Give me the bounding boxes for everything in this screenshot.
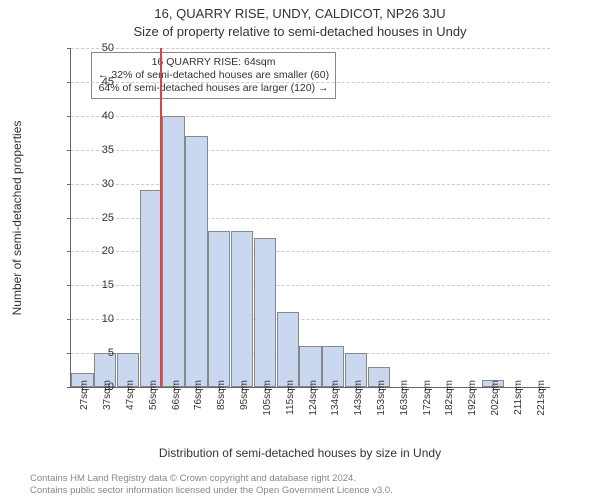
y-tick-mark	[67, 285, 71, 286]
x-tick-label: 211sqm	[513, 380, 524, 415]
x-tick-label: 56sqm	[148, 380, 159, 410]
x-tick-label: 66sqm	[171, 380, 182, 410]
y-tick-label: 45	[84, 76, 114, 88]
x-tick-label: 115sqm	[285, 380, 296, 415]
y-tick-label: 50	[84, 42, 114, 54]
x-tick-label: 143sqm	[353, 380, 364, 416]
x-tick-label: 153sqm	[376, 380, 387, 416]
gridline	[71, 150, 550, 151]
annot-line1: 16 QUARRY RISE: 64sqm	[98, 56, 329, 69]
x-tick-label: 124sqm	[308, 380, 319, 416]
histogram-bar	[162, 116, 184, 387]
x-tick-label: 182sqm	[444, 380, 455, 416]
gridline	[71, 82, 550, 83]
footer: Contains HM Land Registry data © Crown c…	[30, 473, 393, 496]
y-tick-label: 0	[84, 381, 114, 393]
y-tick-mark	[67, 184, 71, 185]
y-tick-mark	[67, 387, 71, 388]
x-tick-label: 76sqm	[193, 380, 204, 410]
chart-container: 16, QUARRY RISE, UNDY, CALDICOT, NP26 3J…	[0, 0, 600, 500]
gridline	[71, 116, 550, 117]
x-tick-label: 192sqm	[467, 380, 478, 416]
x-tick-label: 172sqm	[422, 380, 433, 416]
y-tick-mark	[67, 82, 71, 83]
footer-line2: Contains public sector information licen…	[30, 485, 393, 496]
x-tick-label: 163sqm	[399, 380, 410, 416]
y-tick-label: 35	[84, 144, 114, 156]
x-tick-label: 221sqm	[536, 380, 547, 416]
y-tick-mark	[67, 353, 71, 354]
histogram-bar	[208, 231, 230, 387]
histogram-bar	[185, 136, 207, 387]
reference-annotation: 16 QUARRY RISE: 64sqm ← 32% of semi-deta…	[91, 52, 336, 99]
y-tick-mark	[67, 319, 71, 320]
histogram-bar	[231, 231, 253, 387]
y-tick-label: 40	[84, 110, 114, 122]
x-tick-label: 85sqm	[216, 380, 227, 410]
x-tick-label: 95sqm	[239, 380, 250, 410]
y-tick-mark	[67, 251, 71, 252]
plot-area: 16 QUARRY RISE: 64sqm ← 32% of semi-deta…	[70, 48, 550, 388]
histogram-bar	[254, 238, 276, 387]
y-tick-mark	[67, 218, 71, 219]
y-tick-mark	[67, 48, 71, 49]
y-tick-label: 25	[84, 212, 114, 224]
y-tick-label: 10	[84, 313, 114, 325]
gridline	[71, 48, 550, 49]
y-tick-label: 15	[84, 279, 114, 291]
x-tick-label: 105sqm	[262, 380, 273, 416]
y-tick-label: 5	[84, 347, 114, 359]
reference-line	[160, 48, 162, 387]
x-tick-label: 47sqm	[125, 380, 136, 410]
x-tick-label: 202sqm	[490, 380, 501, 416]
histogram-bar	[140, 190, 162, 387]
y-axis-label: Number of semi-detached properties	[10, 121, 24, 316]
histogram-bar	[277, 312, 299, 387]
y-tick-mark	[67, 150, 71, 151]
annot-line3: 64% of semi-detached houses are larger (…	[98, 82, 329, 95]
title-line2: Size of property relative to semi-detach…	[0, 24, 600, 39]
annot-line2: ← 32% of semi-detached houses are smalle…	[98, 69, 329, 82]
x-axis-label: Distribution of semi-detached houses by …	[0, 446, 600, 460]
y-tick-label: 30	[84, 178, 114, 190]
x-tick-label: 134sqm	[330, 380, 341, 416]
gridline	[71, 184, 550, 185]
title-line1: 16, QUARRY RISE, UNDY, CALDICOT, NP26 3J…	[0, 6, 600, 21]
y-tick-label: 20	[84, 245, 114, 257]
footer-line1: Contains HM Land Registry data © Crown c…	[30, 473, 393, 484]
y-tick-mark	[67, 116, 71, 117]
